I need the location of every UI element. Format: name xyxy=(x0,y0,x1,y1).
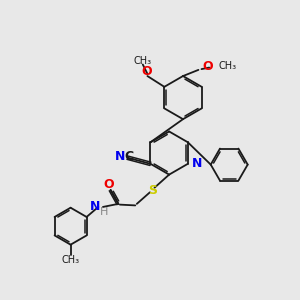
Text: O: O xyxy=(104,178,114,191)
Text: N: N xyxy=(115,150,125,164)
Text: CH₃: CH₃ xyxy=(61,255,80,265)
Text: S: S xyxy=(148,184,157,196)
Text: O: O xyxy=(202,60,213,73)
Text: O: O xyxy=(141,65,152,78)
Text: N: N xyxy=(192,157,202,170)
Text: N: N xyxy=(89,200,100,213)
Text: H: H xyxy=(100,207,109,217)
Text: C: C xyxy=(124,150,134,164)
Text: CH₃: CH₃ xyxy=(218,61,237,71)
Text: CH₃: CH₃ xyxy=(134,56,152,66)
